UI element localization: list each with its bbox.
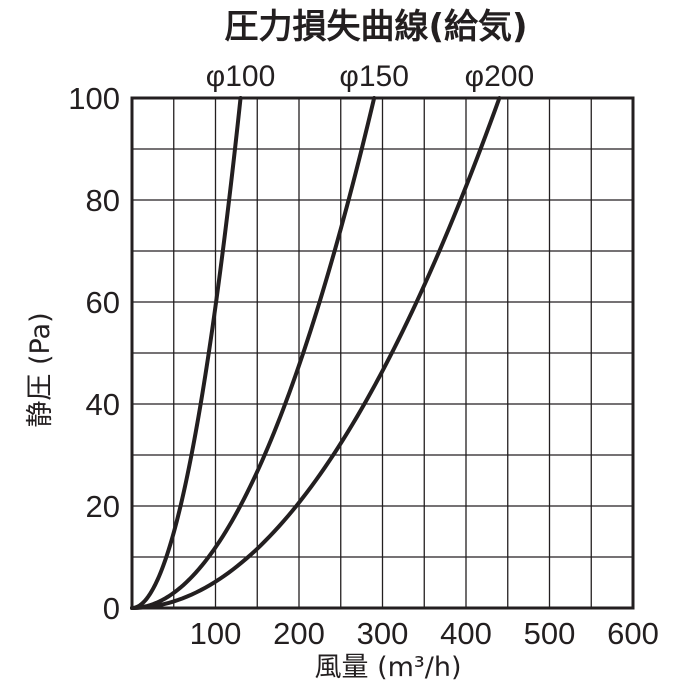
plot-frame [130, 96, 635, 610]
x-tick-label: 100 [190, 616, 242, 651]
x-tick-label: 200 [273, 616, 325, 651]
x-tick-label: 500 [524, 616, 576, 651]
y-tick-label: 0 [103, 591, 120, 626]
y-axis-label: 静圧 (Pa) [25, 312, 56, 427]
tick-labels: 100 200 300 400 500 600 0 20 40 60 80 100 [68, 81, 659, 651]
series-label: φ100 [206, 60, 276, 93]
x-tick-label: 600 [607, 616, 659, 651]
series-group [130, 96, 502, 610]
series-line [130, 96, 502, 610]
y-tick-label: 80 [86, 183, 120, 218]
y-tick-label: 40 [86, 387, 120, 422]
series-labels: φ100 φ150 φ200 [206, 60, 534, 93]
series-line [130, 96, 377, 610]
x-axis-label: 風量 (m³/h) [315, 652, 462, 683]
grid [132, 98, 633, 608]
series-label: φ150 [339, 60, 409, 93]
chart-title: 圧力損失曲線(給気) [224, 7, 527, 47]
x-tick-label: 400 [440, 616, 492, 651]
x-tick-label: 300 [357, 616, 409, 651]
y-tick-label: 60 [86, 285, 120, 320]
y-tick-label: 20 [86, 489, 120, 524]
series-line [130, 96, 243, 610]
y-tick-label: 100 [68, 81, 120, 116]
series-label: φ200 [465, 60, 535, 93]
